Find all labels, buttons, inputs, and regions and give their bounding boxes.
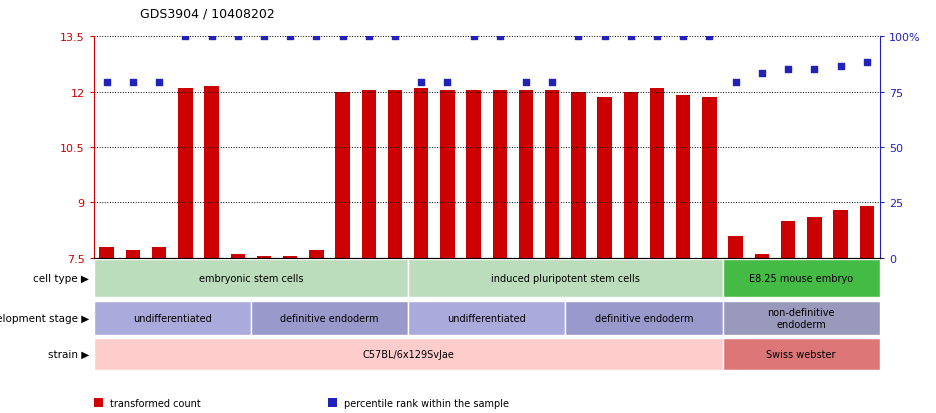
Bar	[597, 98, 612, 258]
Bar	[408, 301, 565, 335]
Bar	[94, 338, 723, 370]
Point	[650, 34, 665, 40]
Bar	[388, 90, 402, 258]
Text: undifferentiated: undifferentiated	[133, 313, 212, 323]
Bar	[781, 221, 796, 258]
Point	[833, 63, 848, 70]
Bar	[519, 90, 534, 258]
Bar	[723, 301, 880, 335]
Point	[230, 34, 245, 40]
Bar	[309, 251, 324, 258]
Text: GDS3904 / 10408202: GDS3904 / 10408202	[140, 8, 275, 21]
Point	[728, 80, 743, 86]
Point	[309, 34, 324, 40]
Bar	[178, 89, 193, 258]
Bar	[335, 93, 350, 258]
Bar	[283, 256, 298, 258]
Point	[152, 80, 167, 86]
Point	[466, 34, 481, 40]
Bar	[492, 90, 507, 258]
Point	[440, 80, 455, 86]
Bar	[807, 218, 822, 258]
Text: transformed count: transformed count	[110, 398, 201, 408]
Bar	[466, 90, 481, 258]
Text: E8.25 mouse embryo: E8.25 mouse embryo	[749, 274, 854, 284]
Point	[807, 67, 822, 74]
Text: non-definitive
endoderm: non-definitive endoderm	[768, 307, 835, 329]
Bar	[859, 206, 874, 258]
Point	[781, 67, 796, 74]
Point	[414, 80, 429, 86]
Bar	[94, 301, 251, 335]
Bar	[361, 90, 376, 258]
Text: Swiss webster: Swiss webster	[767, 349, 836, 359]
Text: percentile rank within the sample: percentile rank within the sample	[344, 398, 509, 408]
Text: definitive endoderm: definitive endoderm	[280, 313, 379, 323]
Point	[335, 34, 350, 40]
Text: undifferentiated: undifferentiated	[447, 313, 526, 323]
Bar	[650, 89, 665, 258]
Bar	[676, 96, 691, 258]
Point	[754, 71, 769, 77]
Bar	[230, 254, 245, 258]
Bar	[702, 98, 717, 258]
Point	[623, 34, 638, 40]
Bar	[571, 93, 586, 258]
Bar	[251, 301, 408, 335]
Point	[859, 59, 874, 66]
Point	[283, 34, 298, 40]
Text: C57BL/6x129SvJae: C57BL/6x129SvJae	[362, 349, 454, 359]
Bar	[723, 260, 880, 298]
Bar	[440, 90, 455, 258]
Point	[519, 80, 534, 86]
Bar	[256, 256, 271, 258]
Bar	[623, 93, 638, 258]
Bar	[565, 301, 723, 335]
Point	[702, 34, 717, 40]
Bar	[152, 247, 167, 258]
Point	[492, 34, 507, 40]
Text: induced pluripotent stem cells: induced pluripotent stem cells	[490, 274, 640, 284]
Bar	[723, 338, 880, 370]
Bar	[94, 260, 408, 298]
Point	[676, 34, 691, 40]
Point	[388, 34, 402, 40]
Point	[597, 34, 612, 40]
Bar	[408, 260, 723, 298]
Point	[125, 80, 140, 86]
Text: cell type ▶: cell type ▶	[33, 274, 89, 284]
Point	[361, 34, 376, 40]
Text: development stage ▶: development stage ▶	[0, 313, 89, 323]
Text: definitive endoderm: definitive endoderm	[594, 313, 694, 323]
Bar	[99, 247, 114, 258]
Point	[256, 34, 271, 40]
Bar	[728, 236, 743, 258]
Bar	[414, 89, 429, 258]
Bar	[204, 87, 219, 258]
Bar	[833, 210, 848, 258]
Point	[99, 80, 114, 86]
Point	[545, 80, 560, 86]
Bar	[754, 254, 769, 258]
Point	[204, 34, 219, 40]
Text: embryonic stem cells: embryonic stem cells	[198, 274, 303, 284]
Bar	[125, 251, 140, 258]
Point	[178, 34, 193, 40]
Text: strain ▶: strain ▶	[48, 349, 89, 359]
Bar	[545, 90, 560, 258]
Point	[571, 34, 586, 40]
